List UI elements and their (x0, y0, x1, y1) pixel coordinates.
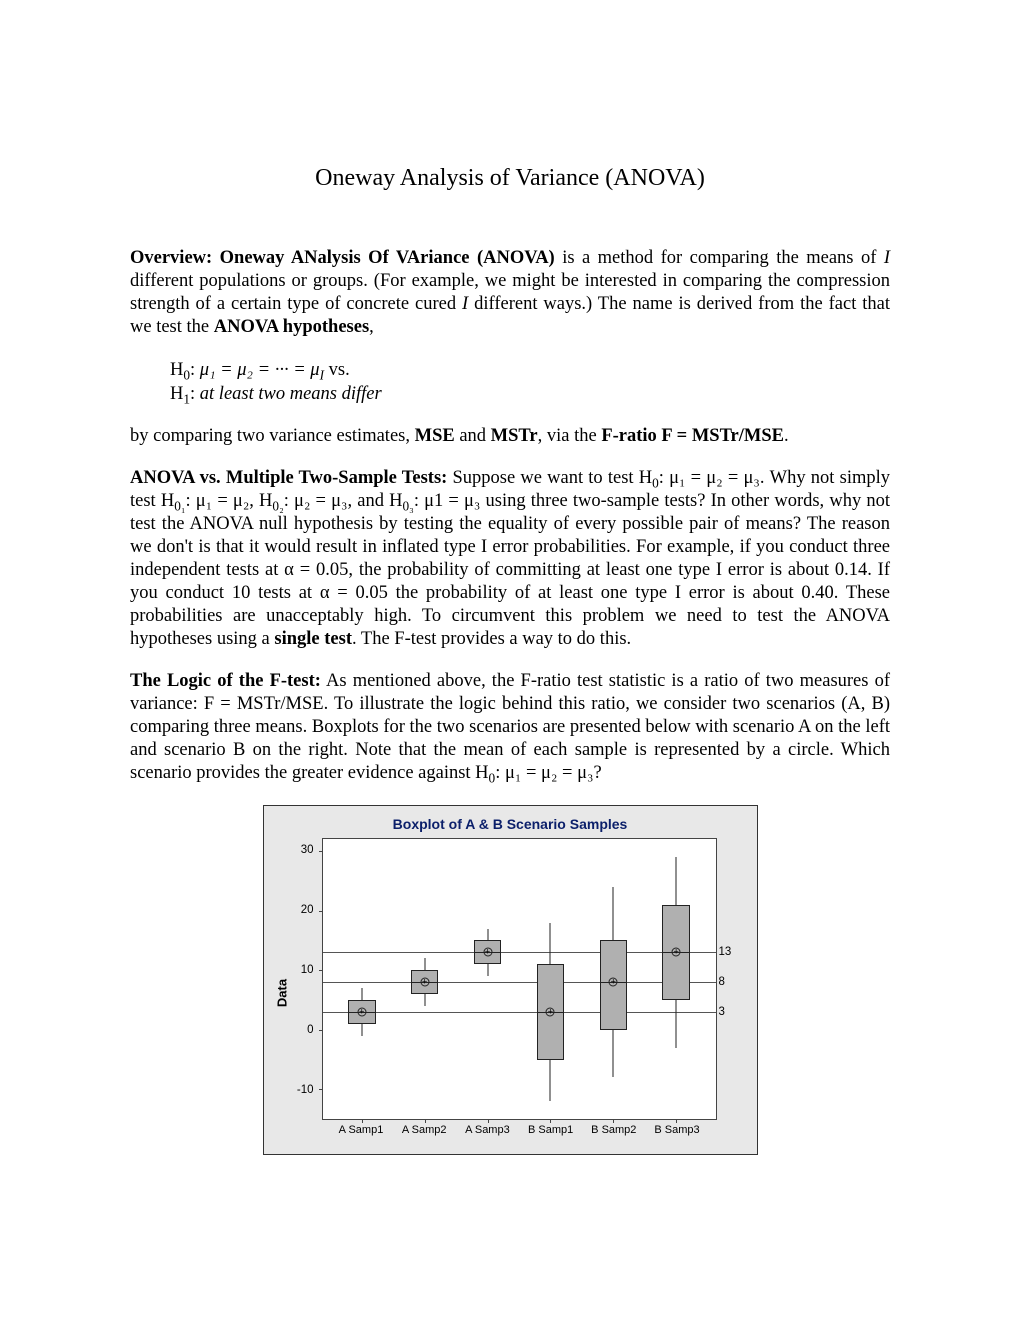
h1-text: at least two means differ (200, 384, 382, 404)
y-ticks: -100102030 (290, 838, 318, 1120)
y-tick-label: 10 (286, 964, 314, 976)
page-title: Oneway Analysis of Variance (ANOVA) (130, 165, 890, 192)
x-tick-label: A Samp1 (339, 1124, 384, 1136)
h1-line: H1: at least two means differ (170, 382, 890, 407)
text: : μ₂ = μ₃, and H (284, 491, 403, 511)
h0-equation: μ₁ = μ₂ = ··· = μ (200, 360, 320, 380)
boxplot-figure: Boxplot of A & B Scenario Samples Data -… (263, 805, 758, 1155)
x-tick-label: B Samp2 (591, 1124, 636, 1136)
section-lead: ANOVA vs. Multiple Two-Sample Tests: (130, 468, 447, 488)
chart-container: Boxplot of A & B Scenario Samples Data -… (263, 805, 758, 1155)
text: : (190, 384, 200, 404)
overview-lead: Overview: Oneway ANalysis Of VAriance (A… (130, 248, 555, 268)
plot-wrap: Data -100102030 ++++++ 3813 A Samp1A Sam… (270, 838, 751, 1148)
chart-title: Boxplot of A & B Scenario Samples (270, 816, 751, 832)
single-test-label: single test (274, 629, 352, 649)
text: : μ₁ = μ₂ = μ₃? (495, 763, 601, 783)
x-tick-label: A Samp2 (402, 1124, 447, 1136)
x-tick-label: B Samp1 (528, 1124, 573, 1136)
reference-label: 8 (719, 976, 725, 988)
ftest-logic-paragraph: The Logic of the F-test: As mentioned ab… (130, 670, 890, 786)
mstr-label: MSTr (491, 426, 538, 446)
text: : μ1 = μ₃ using three two-sample tests? … (130, 491, 890, 650)
variance-paragraph: by comparing two variance estimates, MSE… (130, 425, 890, 448)
text: . (784, 426, 789, 446)
sub: 0 (652, 475, 659, 490)
f-ratio-label: F-ratio F = MSTr/MSE (601, 426, 784, 446)
y-tick-label: -10 (286, 1084, 314, 1096)
sub: 0₂ (272, 498, 283, 513)
text: and (455, 426, 491, 446)
text: Suppose we want to test H (447, 468, 652, 488)
text: , (369, 317, 374, 337)
var-i: I (884, 248, 890, 268)
y-tick-label: 0 (286, 1024, 314, 1036)
h0-line: H0: μ₁ = μ₂ = ··· = μI vs. (170, 358, 890, 383)
y-tick-label: 20 (286, 904, 314, 916)
h-letter: H (170, 384, 183, 404)
text: vs. (324, 360, 350, 380)
x-tick-label: B Samp3 (654, 1124, 699, 1136)
anova-hypotheses-label: ANOVA hypotheses (214, 317, 369, 337)
section-lead: The Logic of the F-test: (130, 671, 321, 691)
text: by comparing two variance estimates, (130, 426, 415, 446)
reference-label: 13 (719, 946, 732, 958)
document-page: Oneway Analysis of Variance (ANOVA) Over… (0, 0, 1020, 1320)
text: : μ₁ = μ₂, H (186, 491, 273, 511)
sub: 0₁ (174, 498, 185, 513)
sub: 0₃ (403, 498, 414, 513)
text: , via the (538, 426, 602, 446)
y-axis-label: Data (274, 979, 289, 1007)
text: . The F-test provides a way to do this. (352, 629, 631, 649)
x-tick-label: A Samp3 (465, 1124, 510, 1136)
h-letter: H (170, 360, 183, 380)
mse-label: MSE (415, 426, 455, 446)
reference-line (323, 982, 716, 983)
hypotheses-block: H0: μ₁ = μ₂ = ··· = μI vs. H1: at least … (170, 358, 890, 408)
plot-area: ++++++ (322, 838, 717, 1120)
y-tick-label: 30 (286, 844, 314, 856)
reference-line (323, 1012, 716, 1013)
text: is a method for comparing the means of (555, 248, 884, 268)
reference-label: 3 (719, 1006, 725, 1018)
overview-paragraph: Overview: Oneway ANalysis Of VAriance (A… (130, 247, 890, 340)
right-reference-labels: 3 8 13 (719, 838, 741, 1120)
x-axis-labels: A Samp1 A Samp2 A Samp3 B Samp1 B Samp2 B Sam… (322, 1124, 717, 1144)
reference-line (323, 952, 716, 953)
multiple-tests-paragraph: ANOVA vs. Multiple Two-Sample Tests: Sup… (130, 467, 890, 652)
text: : (190, 360, 200, 380)
